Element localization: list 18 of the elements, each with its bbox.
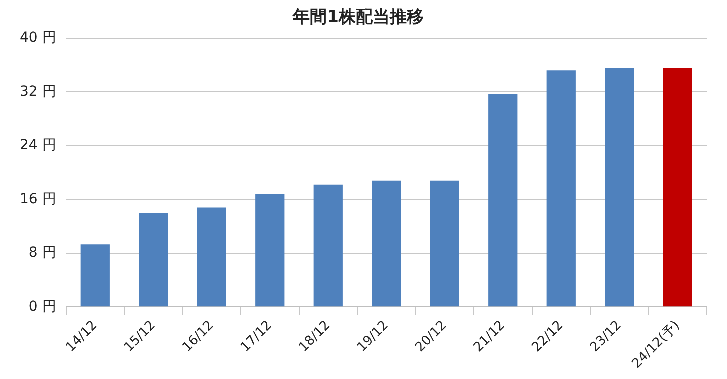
bar	[139, 213, 168, 307]
bar	[197, 208, 226, 307]
chart-title: 年間1株配当推移	[292, 8, 424, 28]
bar	[546, 70, 576, 307]
bar	[256, 194, 285, 307]
y-tick-label: 16 円	[20, 191, 56, 208]
bar	[605, 68, 634, 307]
bar	[488, 94, 518, 307]
bar	[372, 180, 402, 307]
y-tick-label: 32 円	[20, 84, 56, 100]
bar	[80, 244, 110, 307]
bar	[314, 184, 343, 307]
bar	[663, 68, 692, 307]
bar	[430, 180, 460, 307]
y-tick-label: 0 円	[28, 298, 56, 315]
y-tick-label: 40 円	[20, 30, 56, 46]
y-tick-label: 24 円	[20, 138, 56, 154]
y-tick-label: 8 円	[28, 245, 56, 262]
